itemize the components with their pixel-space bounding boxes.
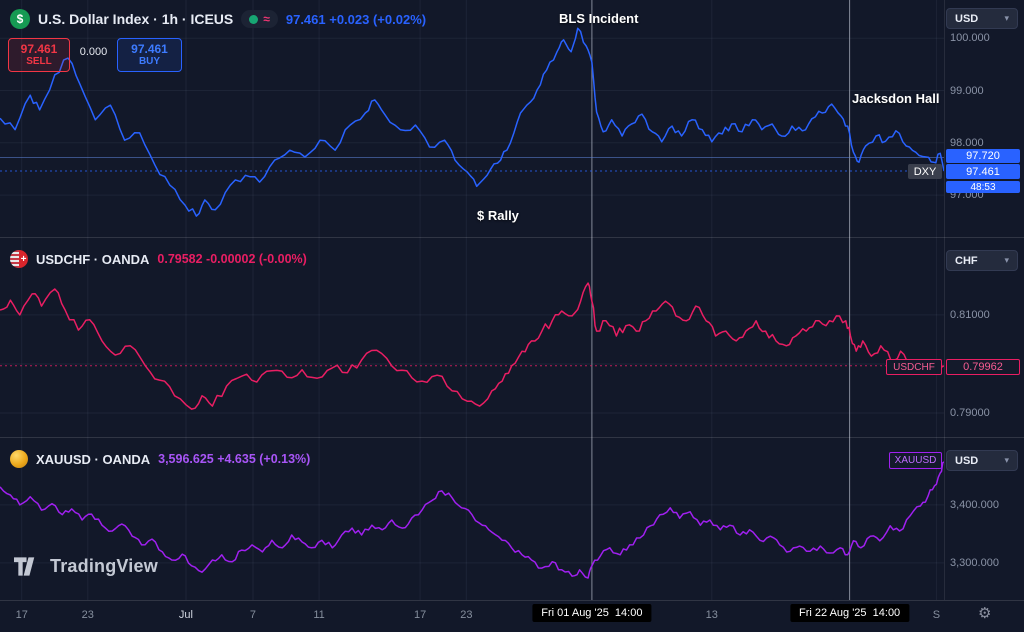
price-axis-separator bbox=[944, 0, 945, 600]
dxy-last-price-badge[interactable]: 97.461 bbox=[946, 164, 1020, 179]
usdchf-last-price-badge[interactable]: 0.79962 bbox=[946, 359, 1020, 375]
time-axis-separator bbox=[0, 600, 1024, 601]
time-axis[interactable]: 17 23 Jul 7 11 17 23 Fri 01 Aug '25 14:00 13 Fri … bbox=[0, 600, 1024, 632]
alert-price-badge[interactable]: 97.720 bbox=[946, 149, 1020, 163]
time-tick-label: 7 bbox=[249, 609, 257, 621]
us-flag-half bbox=[10, 250, 19, 268]
swiss-flag-half: + bbox=[19, 250, 28, 268]
price-tick-label: 98.000 bbox=[950, 136, 984, 149]
usdchf-price: 0.79582 -0.00002 (-0.00%) bbox=[157, 252, 307, 266]
buy-label: BUY bbox=[138, 56, 161, 68]
annotation-bls-incident: BLS Incident bbox=[559, 11, 639, 26]
panel-separator-2[interactable] bbox=[0, 437, 1024, 438]
buy-button[interactable]: 97.461 BUY bbox=[117, 38, 182, 72]
xauusd-symbol-badge: XAUUSD bbox=[889, 452, 942, 469]
price-tick-label: 0.81000 bbox=[950, 308, 990, 321]
usdchf-header: + USDCHF · OANDA 0.79582 -0.00002 (-0.00… bbox=[10, 250, 307, 268]
time-tick-label: 17 bbox=[413, 609, 427, 621]
buy-price: 97.461 bbox=[131, 41, 168, 56]
tradingview-logo-icon bbox=[14, 556, 35, 576]
green-dot-icon bbox=[249, 14, 259, 24]
usdchf-flag-icon: + bbox=[10, 250, 28, 268]
xauusd-panel[interactable] bbox=[0, 437, 944, 600]
xauusd-currency-value: USD bbox=[955, 454, 979, 467]
gear-icon[interactable]: ⚙ bbox=[978, 605, 992, 622]
indicator-pill[interactable]: ≈ bbox=[241, 10, 278, 28]
price-tick-label: 100.000 bbox=[950, 32, 990, 45]
time-marker-box: Fri 22 Aug '25 14:00 bbox=[790, 604, 910, 622]
time-tick-label: 13 bbox=[705, 609, 718, 621]
xauusd-title[interactable]: XAUUSD · OANDA bbox=[36, 451, 151, 467]
chevron-down-icon: ▾ bbox=[1004, 455, 1009, 465]
dollar-icon: $ bbox=[10, 9, 30, 29]
price-axis[interactable]: 100.000 99.000 98.000 97.000 0.81000 0.79000 3… bbox=[944, 0, 1024, 600]
dxy-panel[interactable] bbox=[0, 0, 944, 237]
usdchf-panel[interactable] bbox=[0, 237, 944, 437]
time-tick-label: 17 bbox=[15, 609, 28, 621]
time-marker-box: Fri 01 Aug '25 14:00 bbox=[532, 604, 652, 622]
annotation-jackson-hall: Jacksdon Hall bbox=[852, 91, 940, 106]
dxy-currency-value: USD bbox=[955, 12, 979, 25]
tradingview-wordmark: TradingView bbox=[50, 556, 158, 576]
time-tick-label: 23 bbox=[460, 609, 473, 621]
wave-icon: ≈ bbox=[263, 12, 270, 26]
usdchf-symbol-badge: USDCHF bbox=[886, 359, 942, 375]
time-axis-labels: 17 23 Jul 7 11 17 23 Fri 01 Aug '25 14:00 13 Fri … bbox=[0, 600, 1024, 632]
sell-button[interactable]: 97.461 SELL bbox=[8, 38, 70, 72]
price-tick-label: 3,400.000 bbox=[950, 498, 999, 511]
dxy-price: 97.461 +0.023 (+0.02%) bbox=[285, 11, 427, 27]
dxy-chart[interactable] bbox=[0, 0, 944, 237]
time-tick-label: S bbox=[932, 609, 941, 621]
dxy-currency-dropdown[interactable]: USD ▾ bbox=[946, 8, 1018, 29]
usdchf-currency-value: CHF bbox=[955, 254, 978, 267]
sell-label: SELL bbox=[26, 56, 52, 68]
gold-coin-icon bbox=[10, 450, 28, 468]
dxy-symbol-badge: DXY bbox=[908, 164, 942, 179]
panel-separator-1[interactable] bbox=[0, 237, 1024, 238]
chevron-down-icon: ▾ bbox=[1004, 13, 1009, 23]
time-tick-label: 23 bbox=[81, 609, 94, 621]
xauusd-price: 3,596.625 +4.635 (+0.13%) bbox=[158, 452, 311, 466]
xauusd-currency-dropdown[interactable]: USD ▾ bbox=[946, 450, 1018, 471]
usdchf-title[interactable]: USDCHF · OANDA bbox=[36, 251, 150, 267]
spread-value: 0.000 bbox=[79, 46, 108, 58]
tradingview-watermark: TradingView bbox=[14, 556, 158, 577]
price-tick-label: 3,300.000 bbox=[950, 556, 999, 569]
xauusd-header: XAUUSD · OANDA 3,596.625 +4.635 (+0.13%) bbox=[10, 450, 310, 468]
xauusd-chart[interactable] bbox=[0, 437, 944, 600]
chevron-down-icon: ▾ bbox=[1004, 255, 1009, 265]
bar-countdown-badge: 48:53 bbox=[946, 181, 1020, 193]
dxy-header: $ U.S. Dollar Index · 1h · ICEUS ≈ 97.46… bbox=[10, 9, 426, 29]
time-tick-label: 11 bbox=[313, 609, 325, 621]
time-tick-label: Jul bbox=[178, 609, 193, 621]
usdchf-currency-dropdown[interactable]: CHF ▾ bbox=[946, 250, 1018, 271]
annotation-dollar-rally: $ Rally bbox=[477, 208, 519, 223]
sell-price: 97.461 bbox=[20, 41, 58, 56]
price-tick-label: 0.79000 bbox=[950, 406, 990, 419]
price-tick-label: 99.000 bbox=[950, 84, 984, 97]
dxy-title[interactable]: U.S. Dollar Index · 1h · ICEUS bbox=[38, 11, 234, 27]
usdchf-chart[interactable] bbox=[0, 237, 944, 437]
